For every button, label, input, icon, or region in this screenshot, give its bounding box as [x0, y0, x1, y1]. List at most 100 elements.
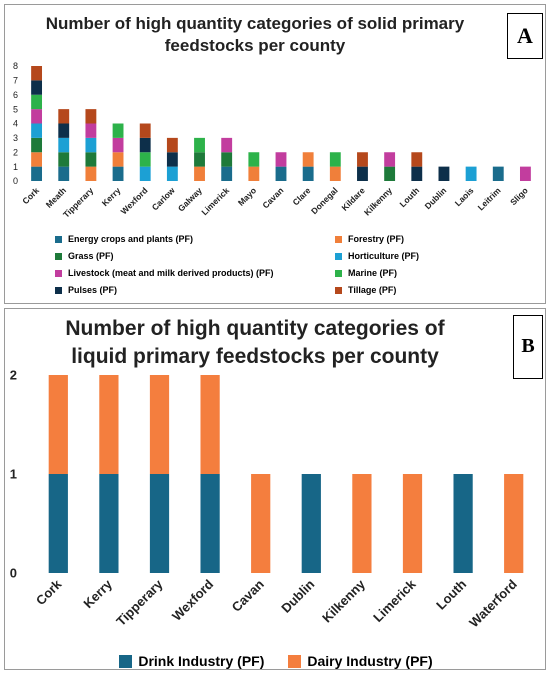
chart-panel-a: Number of high quantity categories of so… — [4, 4, 546, 304]
chart-a-bar-meath-series-7 — [58, 109, 70, 124]
chart-a-y-tick-label: 5 — [13, 104, 18, 114]
chart-a-x-tick-label: Tipperary — [61, 185, 96, 220]
legend-swatch — [335, 286, 342, 294]
chart-a-bar-cavan-series-0 — [275, 166, 287, 181]
chart-b-bar-dublin-series-0 — [301, 474, 321, 573]
chart-a-bar-donegal-series-5 — [329, 152, 341, 167]
legend-label: Livestock (meat and milk derived product… — [68, 268, 274, 278]
chart-panel-b: Number of high quantity categories of li… — [4, 308, 546, 670]
chart-a-x-tick-label: Meath — [44, 185, 68, 209]
chart-a-bar-meath-series-6 — [58, 123, 70, 138]
chart-a-x-tick-label: Louth — [397, 185, 421, 209]
legend-label: Tillage (PF) — [348, 285, 397, 295]
chart-a-y-tick-label: 4 — [13, 119, 18, 129]
chart-a-x-tick-label: Cork — [20, 185, 41, 206]
chart-a-y-tick-label: 0 — [13, 176, 18, 186]
legend-swatch — [119, 654, 133, 668]
chart-a-bar-meath-series-0 — [58, 166, 70, 181]
chart-a-y-tick-label: 2 — [13, 147, 18, 157]
chart-b-bar-limerick-series-1 — [402, 474, 423, 573]
chart-a-bar-galway-series-1 — [194, 166, 205, 181]
chart-a-bar-sligo-series-4 — [519, 166, 531, 181]
chart-a-x-tick-label: Sligo — [508, 185, 530, 207]
chart-a-bar-tipperary-series-4 — [85, 123, 97, 138]
chart-a-bar-cork-series-4 — [31, 109, 43, 124]
chart-a-bar-tipperary-series-2 — [85, 152, 97, 167]
chart-a-bar-wexford-series-3 — [139, 166, 151, 181]
chart-a-bar-kerry-series-5 — [112, 123, 124, 138]
chart-a-legend-item: Grass (PF) — [55, 251, 114, 261]
chart-a-bar-galway-series-2 — [194, 152, 205, 167]
chart-a-bar-cork-series-7 — [31, 66, 43, 81]
chart-a-y-tick-label: 6 — [13, 90, 18, 100]
chart-b-bar-kerry-series-1 — [99, 375, 119, 474]
chart-a-bar-dublin-series-6 — [438, 166, 450, 181]
chart-b-bar-kerry-series-0 — [99, 474, 119, 573]
chart-a-bar-louth-series-6 — [411, 166, 423, 181]
chart-b-x-tick-label: Dublin — [278, 576, 317, 615]
chart-b-x-tick-label: Kilkenny — [319, 576, 368, 625]
chart-b-bar-tipperary-series-1 — [149, 375, 170, 474]
chart-b-legend-item: Dairy Industry (PF) — [288, 653, 433, 669]
chart-a-bar-kildare-series-7 — [357, 152, 368, 167]
chart-b-bar-louth-series-0 — [453, 474, 473, 573]
chart-a-x-tick-label: Carlow — [150, 185, 177, 212]
chart-b-title: Number of high quantity categories of li… — [65, 317, 445, 368]
chart-a-x-tick-label: Laois — [453, 185, 476, 208]
chart-a-x-tick-label: Cavan — [260, 185, 285, 210]
chart-a-bar-limerick-series-2 — [221, 152, 233, 167]
chart-a-bar-carlow-series-6 — [166, 152, 178, 167]
chart-a-bar-meath-series-3 — [58, 137, 70, 153]
chart-a-bar-kerry-series-4 — [112, 137, 124, 153]
chart-a-legend-item: Tillage (PF) — [335, 285, 396, 295]
panel-a-letter: A — [507, 13, 543, 59]
chart-b-bar-tipperary-series-0 — [149, 474, 170, 573]
chart-a-bar-cork-series-3 — [31, 123, 43, 138]
legend-label: Drink Industry (PF) — [138, 653, 265, 669]
chart-a-bar-laois-series-3 — [465, 166, 477, 181]
chart-b-legend-item: Drink Industry (PF) — [119, 653, 264, 669]
chart-b-y-tick-label: 1 — [10, 467, 17, 482]
chart-b-x-tick-label: Limerick — [370, 576, 419, 625]
chart-a-bar-kildare-series-6 — [357, 166, 368, 181]
chart-b-x-tick-label: Tipperary — [113, 576, 166, 629]
chart-a-legend-item: Marine (PF) — [335, 268, 397, 278]
chart-a-x-tick-label: Leitrim — [476, 185, 503, 212]
chart-a-bar-galway-series-5 — [194, 137, 205, 153]
chart-a-bar-tipperary-series-7 — [85, 109, 97, 124]
legend-label: Marine (PF) — [348, 268, 398, 278]
legend-swatch — [55, 286, 62, 294]
chart-b-legend: Drink Industry (PF) Dairy Industry (PF) — [5, 653, 547, 669]
chart-b-x-tick-label: Louth — [433, 576, 469, 612]
chart-a-bar-cork-series-5 — [31, 94, 43, 110]
legend-swatch — [335, 252, 342, 260]
chart-b-y-tick-label: 0 — [10, 566, 17, 581]
chart-a-x-tick-label: Clare — [290, 185, 312, 207]
chart-b-y-tick-label: 2 — [10, 368, 17, 383]
chart-a-bar-carlow-series-7 — [166, 137, 178, 153]
chart-a-legend-item: Horticulture (PF) — [335, 251, 419, 261]
chart-a-bar-kilkenny-series-2 — [384, 166, 396, 181]
chart-a-legend-item: Livestock (meat and milk derived product… — [55, 268, 274, 278]
chart-a-bar-clare-series-0 — [302, 166, 314, 181]
legend-label: Dairy Industry (PF) — [307, 653, 433, 669]
chart-a-x-tick-label: Dublin — [423, 185, 449, 211]
chart-a-x-tick-label: Kerry — [100, 185, 123, 208]
chart-b-x-tick-label: Cavan — [229, 576, 267, 614]
chart-a-bar-meath-series-2 — [58, 152, 70, 167]
chart-a-title: Number of high quantity categories of so… — [45, 14, 465, 55]
chart-a-bar-louth-series-7 — [411, 152, 423, 167]
chart-a-bar-clare-series-1 — [302, 152, 314, 167]
chart-a-bar-leitrim-series-0 — [492, 166, 504, 181]
chart-a-bar-limerick-series-4 — [221, 137, 233, 153]
chart-a-bar-tipperary-series-1 — [85, 166, 97, 181]
chart-a-bar-cork-series-1 — [31, 152, 43, 167]
chart-a-bar-donegal-series-1 — [329, 166, 341, 181]
chart-b-x-tick-label: Wexford — [169, 576, 216, 623]
legend-label: Grass (PF) — [68, 251, 114, 261]
chart-a-y-tick-label: 1 — [13, 162, 18, 172]
chart-a-x-tick-label: Kilkenny — [362, 185, 394, 217]
chart-a-bar-limerick-series-0 — [221, 166, 233, 181]
chart-a-y-tick-label: 8 — [13, 61, 18, 71]
